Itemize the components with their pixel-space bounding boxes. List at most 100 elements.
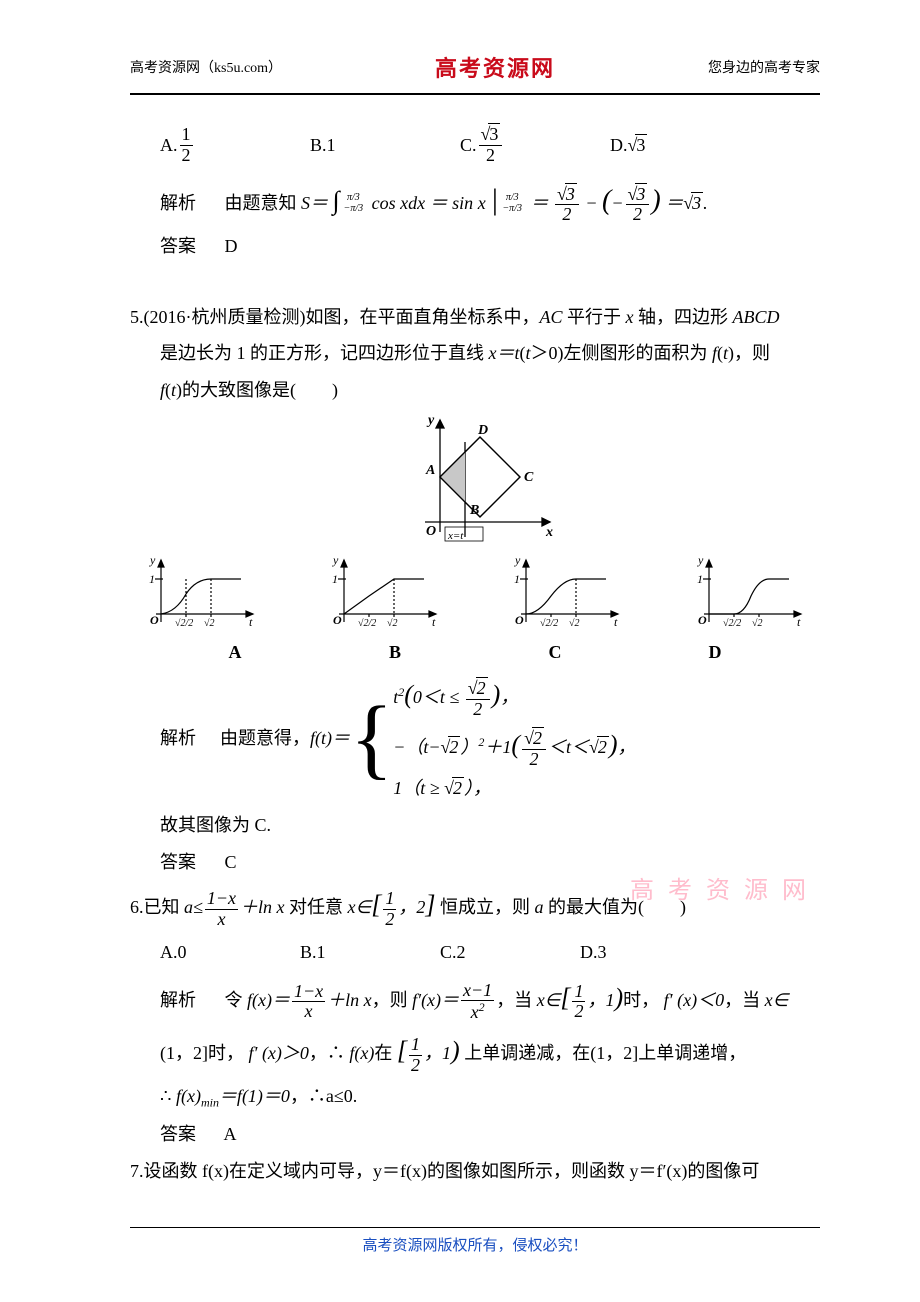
q7-number: 7. [130, 1161, 144, 1181]
q6-si: 上单调递减，在(1，2]上单调递增， [464, 1043, 746, 1063]
svg-text:B: B [469, 503, 479, 518]
q6-option-d: D.3 [580, 937, 720, 968]
q4-option-a: A.12 [160, 125, 310, 166]
q4-answer: 答案 D [130, 231, 820, 262]
q7-text: 设函数 f(x)在定义域内可导，y＝f(x)的图像如图所示，则函数 y＝f′(x… [144, 1161, 760, 1181]
q6-number: 6. [130, 897, 144, 917]
svg-text:C: C [524, 470, 534, 485]
q6-t1: 已知 [144, 897, 185, 917]
q5-stem-2: 是边长为 1 的正方形，记四边形位于直线 x＝t(t＞0)左侧图形的面积为 f(… [130, 338, 820, 369]
cap-d: D [655, 637, 775, 668]
svg-text:t: t [432, 615, 436, 629]
q5-sol-intro: 由题意得， [220, 723, 310, 754]
q5-t5: 左侧图形的面积为 [564, 343, 713, 363]
svg-text:x=t: x=t [447, 530, 464, 542]
q5-t4: 是边长为 1 的正方形，记四边形位于直线 [160, 343, 489, 363]
svg-text:t: t [797, 615, 801, 629]
brace-icon: { [350, 694, 393, 784]
q5-piecewise: t2(0＜t ≤ √22)， −（t−√2）2＋1(√22＜t＜√2)， 1（t… [393, 673, 635, 804]
q4-solution-text: 由题意知 [225, 193, 297, 213]
q6-solution-1: 解析 令 f(x)＝1−xx＋ln x，则 f′(x)＝x−1x2，当 x∈[1… [130, 976, 820, 1023]
page-header: 高考资源网（ks5u.com） 高考资源网 您身边的高考专家 [130, 50, 820, 87]
svg-text:y: y [426, 413, 435, 428]
svg-text:√2/2: √2/2 [358, 618, 376, 629]
q6-sh: 在 [374, 1043, 392, 1063]
svg-text:y: y [332, 554, 339, 567]
q4-option-d: D.√3 [610, 125, 760, 166]
svg-text:t: t [614, 615, 618, 629]
q5-stem-3: f(t)的大致图像是( ) [130, 375, 820, 406]
svg-text:O: O [698, 613, 707, 627]
svg-text:O: O [333, 613, 342, 627]
svg-text:1: 1 [514, 572, 520, 586]
q5-t1: 如图，在平面直角坐标系中， [305, 307, 539, 327]
page-footer: 高考资源网版权所有，侵权必究！ [130, 1227, 820, 1260]
cap-a: A [175, 637, 295, 668]
q6-option-a: A.0 [160, 937, 300, 968]
q5-fig-d: yOt 1 √2/2√2 [689, 554, 809, 629]
solution-label: 解析 [160, 723, 220, 754]
q5-t7: 的大致图像是( ) [182, 380, 338, 400]
q5-conclusion: 故其图像为 C. [130, 810, 820, 841]
svg-text:D: D [477, 423, 488, 438]
q4-options: A.12 B.1 C.√32 D.√3 [130, 125, 820, 166]
svg-text:√2/2: √2/2 [540, 618, 558, 629]
q6-answer: 答案 A [130, 1119, 820, 1150]
header-divider [130, 93, 820, 95]
q4-solution: 解析 由题意知 S＝ ∫π/3−π/3 cos xdx ＝ sin x |π/3… [130, 174, 820, 225]
answer-label: 答案 [160, 1119, 220, 1150]
q6-se: ，当 [724, 990, 765, 1010]
q5-t2: 平行于 [563, 307, 626, 327]
q5-source: (2016·杭州质量检测) [144, 307, 306, 327]
q7-stem: 7.设函数 f(x)在定义域内可导，y＝f(x)的图像如图所示，则函数 y＝f′… [130, 1156, 820, 1187]
q4-answer-value: D [225, 236, 238, 256]
answer-label: 答案 [160, 847, 220, 878]
header-brand: 高考资源网 [435, 50, 555, 87]
svg-text:1: 1 [149, 572, 155, 586]
q5-stem: 5.(2016·杭州质量检测)如图，在平面直角坐标系中，AC 平行于 x 轴，四… [130, 302, 820, 333]
header-left: 高考资源网（ks5u.com） [130, 57, 282, 81]
svg-text:y: y [697, 554, 704, 567]
q6-sd: 时， [623, 990, 659, 1010]
svg-text:√2/2: √2/2 [175, 618, 193, 629]
q4-option-c: C.√32 [460, 125, 610, 166]
svg-text:t: t [249, 615, 253, 629]
svg-text:1: 1 [697, 572, 703, 586]
q5-number: 5. [130, 307, 144, 327]
cap-c: C [495, 637, 615, 668]
q6-t2: 对任意 [289, 897, 348, 917]
q5-fig-caps: A B C D [130, 637, 820, 668]
q6-answer-value: A [224, 1124, 237, 1144]
q5-answer-value: C [225, 852, 237, 872]
svg-text:O: O [426, 524, 436, 539]
q5-option-figures: y Ot 1 √2/2 √2 y Ot 1 √2/2 √2 [130, 548, 820, 635]
q6-stem: 6.已知 a≤1−xx＋ln x 对任意 x∈[12，2] 恒成立，则 a 的最… [130, 883, 820, 929]
svg-text:1: 1 [332, 572, 338, 586]
header-right: 您身边的高考专家 [708, 57, 820, 81]
svg-text:√2: √2 [569, 618, 580, 629]
q5-fig-b: y Ot 1 √2/2 √2 [324, 554, 444, 629]
q6-t4: 的最大值为( ) [543, 897, 686, 917]
q6-option-c: C.2 [440, 937, 580, 968]
q6-sb: ，则 [372, 990, 413, 1010]
svg-text:√2: √2 [204, 618, 215, 629]
q4-option-b: B.1 [310, 125, 460, 166]
q5-t3: 轴，四边形 [634, 307, 733, 327]
svg-text:y: y [514, 554, 521, 567]
q5-t6: ，则 [734, 343, 770, 363]
q6-sg: ，∴ [309, 1043, 345, 1063]
svg-text:O: O [515, 613, 524, 627]
svg-text:√2: √2 [387, 618, 398, 629]
solution-label: 解析 [160, 188, 220, 219]
q6-sf: (1，2]时， [160, 1043, 244, 1063]
svg-text:√2: √2 [752, 618, 763, 629]
solution-label: 解析 [160, 985, 220, 1016]
q5-fig-c: y Ot 1 √2/2 √2 [506, 554, 626, 629]
cap-b: B [335, 637, 455, 668]
svg-text:x: x [545, 525, 553, 540]
q6-option-b: B.1 [300, 937, 440, 968]
q4-solution-formula: S＝ ∫π/3−π/3 cos xdx ＝ sin x |π/3−π/3 ＝ √… [301, 193, 708, 213]
q5-fig-a: yOt 1 √2/2√2 [141, 554, 261, 629]
answer-label: 答案 [160, 231, 220, 262]
q5-solution: 解析 由题意得， f(t)＝ { t2(0＜t ≤ √22)， −（t−√2）2… [130, 673, 820, 804]
